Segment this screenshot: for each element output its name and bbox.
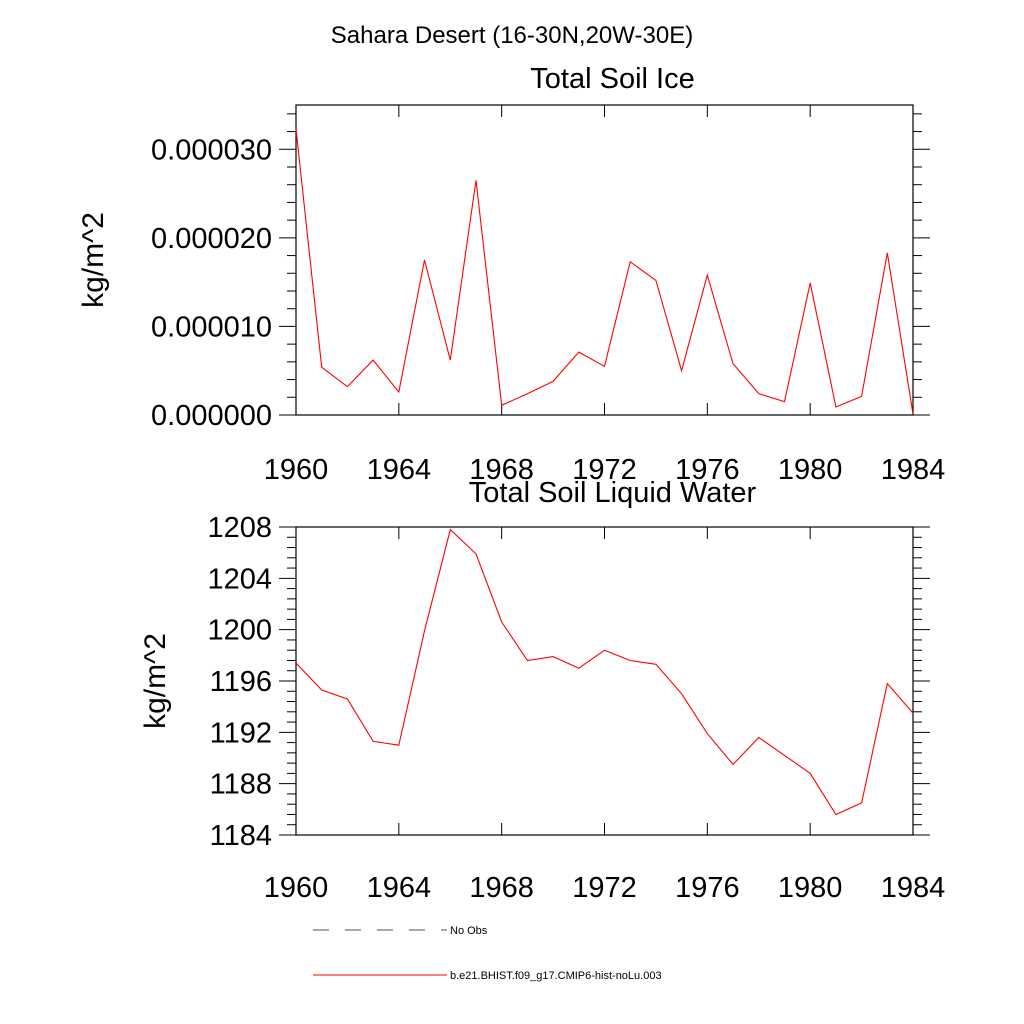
supertitle: Sahara Desert (16-30N,20W-30E) bbox=[331, 22, 693, 49]
legend: No Obs b.e21.BHIST.f09_g17.CMIP6-hist-noL… bbox=[313, 925, 662, 982]
y-tick-label: 1204 bbox=[207, 563, 272, 595]
y-tick-label: 1200 bbox=[207, 615, 272, 647]
plot-frame bbox=[295, 104, 914, 416]
y-tick-label: 1196 bbox=[210, 666, 272, 698]
chart-title: Total Soil Liquid Water bbox=[469, 477, 757, 509]
y-tick-label: 0.000010 bbox=[151, 311, 272, 343]
x-tick-label: 1976 bbox=[675, 454, 740, 486]
chart-panel-1: Total Soil Ice kg/m^2 1960 1964 1968 1972 1976… bbox=[77, 63, 945, 486]
series-line bbox=[295, 528, 914, 816]
y-tick-label: 0.000030 bbox=[151, 134, 272, 166]
x-tick-label: 1972 bbox=[572, 872, 637, 904]
x-tick-label: 1972 bbox=[572, 454, 637, 486]
y-axis-label: kg/m^2 bbox=[139, 633, 172, 729]
y-tick-label: 0.000020 bbox=[151, 223, 272, 255]
x-tick-label: 1980 bbox=[778, 454, 843, 486]
x-tick-label: 1976 bbox=[675, 872, 740, 904]
x-tick-label: 1980 bbox=[778, 872, 843, 904]
y-tick-label: 0.000000 bbox=[151, 400, 272, 432]
x-tick-label: 1960 bbox=[264, 872, 329, 904]
x-tick-label: 1968 bbox=[469, 454, 534, 486]
legend-label: b.e21.BHIST.f09_g17.CMIP6-hist-noLu.003 bbox=[450, 970, 662, 982]
y-tick-label: 1208 bbox=[207, 512, 272, 544]
x-tick-label: 1984 bbox=[881, 872, 946, 904]
x-tick-label: 1964 bbox=[367, 454, 432, 486]
chart-title: Total Soil Ice bbox=[530, 63, 694, 95]
x-tick-label: 1984 bbox=[881, 454, 946, 486]
series-line bbox=[295, 128, 914, 415]
x-tick-label: 1964 bbox=[367, 872, 432, 904]
y-axis-label: kg/m^2 bbox=[77, 212, 110, 308]
chart-panel-2: Total Soil Liquid Water kg/m^2 1960 1964 196… bbox=[139, 477, 945, 904]
x-tick-label: 1960 bbox=[264, 454, 329, 486]
y-tick-label: 1184 bbox=[210, 820, 272, 852]
legend-entry: b.e21.BHIST.f09_g17.CMIP6-hist-noLu.003 bbox=[313, 970, 662, 982]
chart-panels: Total Soil Ice kg/m^2 1960 1964 1968 1972 1976… bbox=[77, 63, 945, 904]
y-tick-label: 1192 bbox=[210, 717, 272, 749]
legend-entry: No Obs bbox=[313, 925, 488, 937]
y-tick-label: 1188 bbox=[210, 769, 272, 801]
x-tick-label: 1968 bbox=[469, 872, 534, 904]
legend-label: No Obs bbox=[450, 925, 488, 937]
